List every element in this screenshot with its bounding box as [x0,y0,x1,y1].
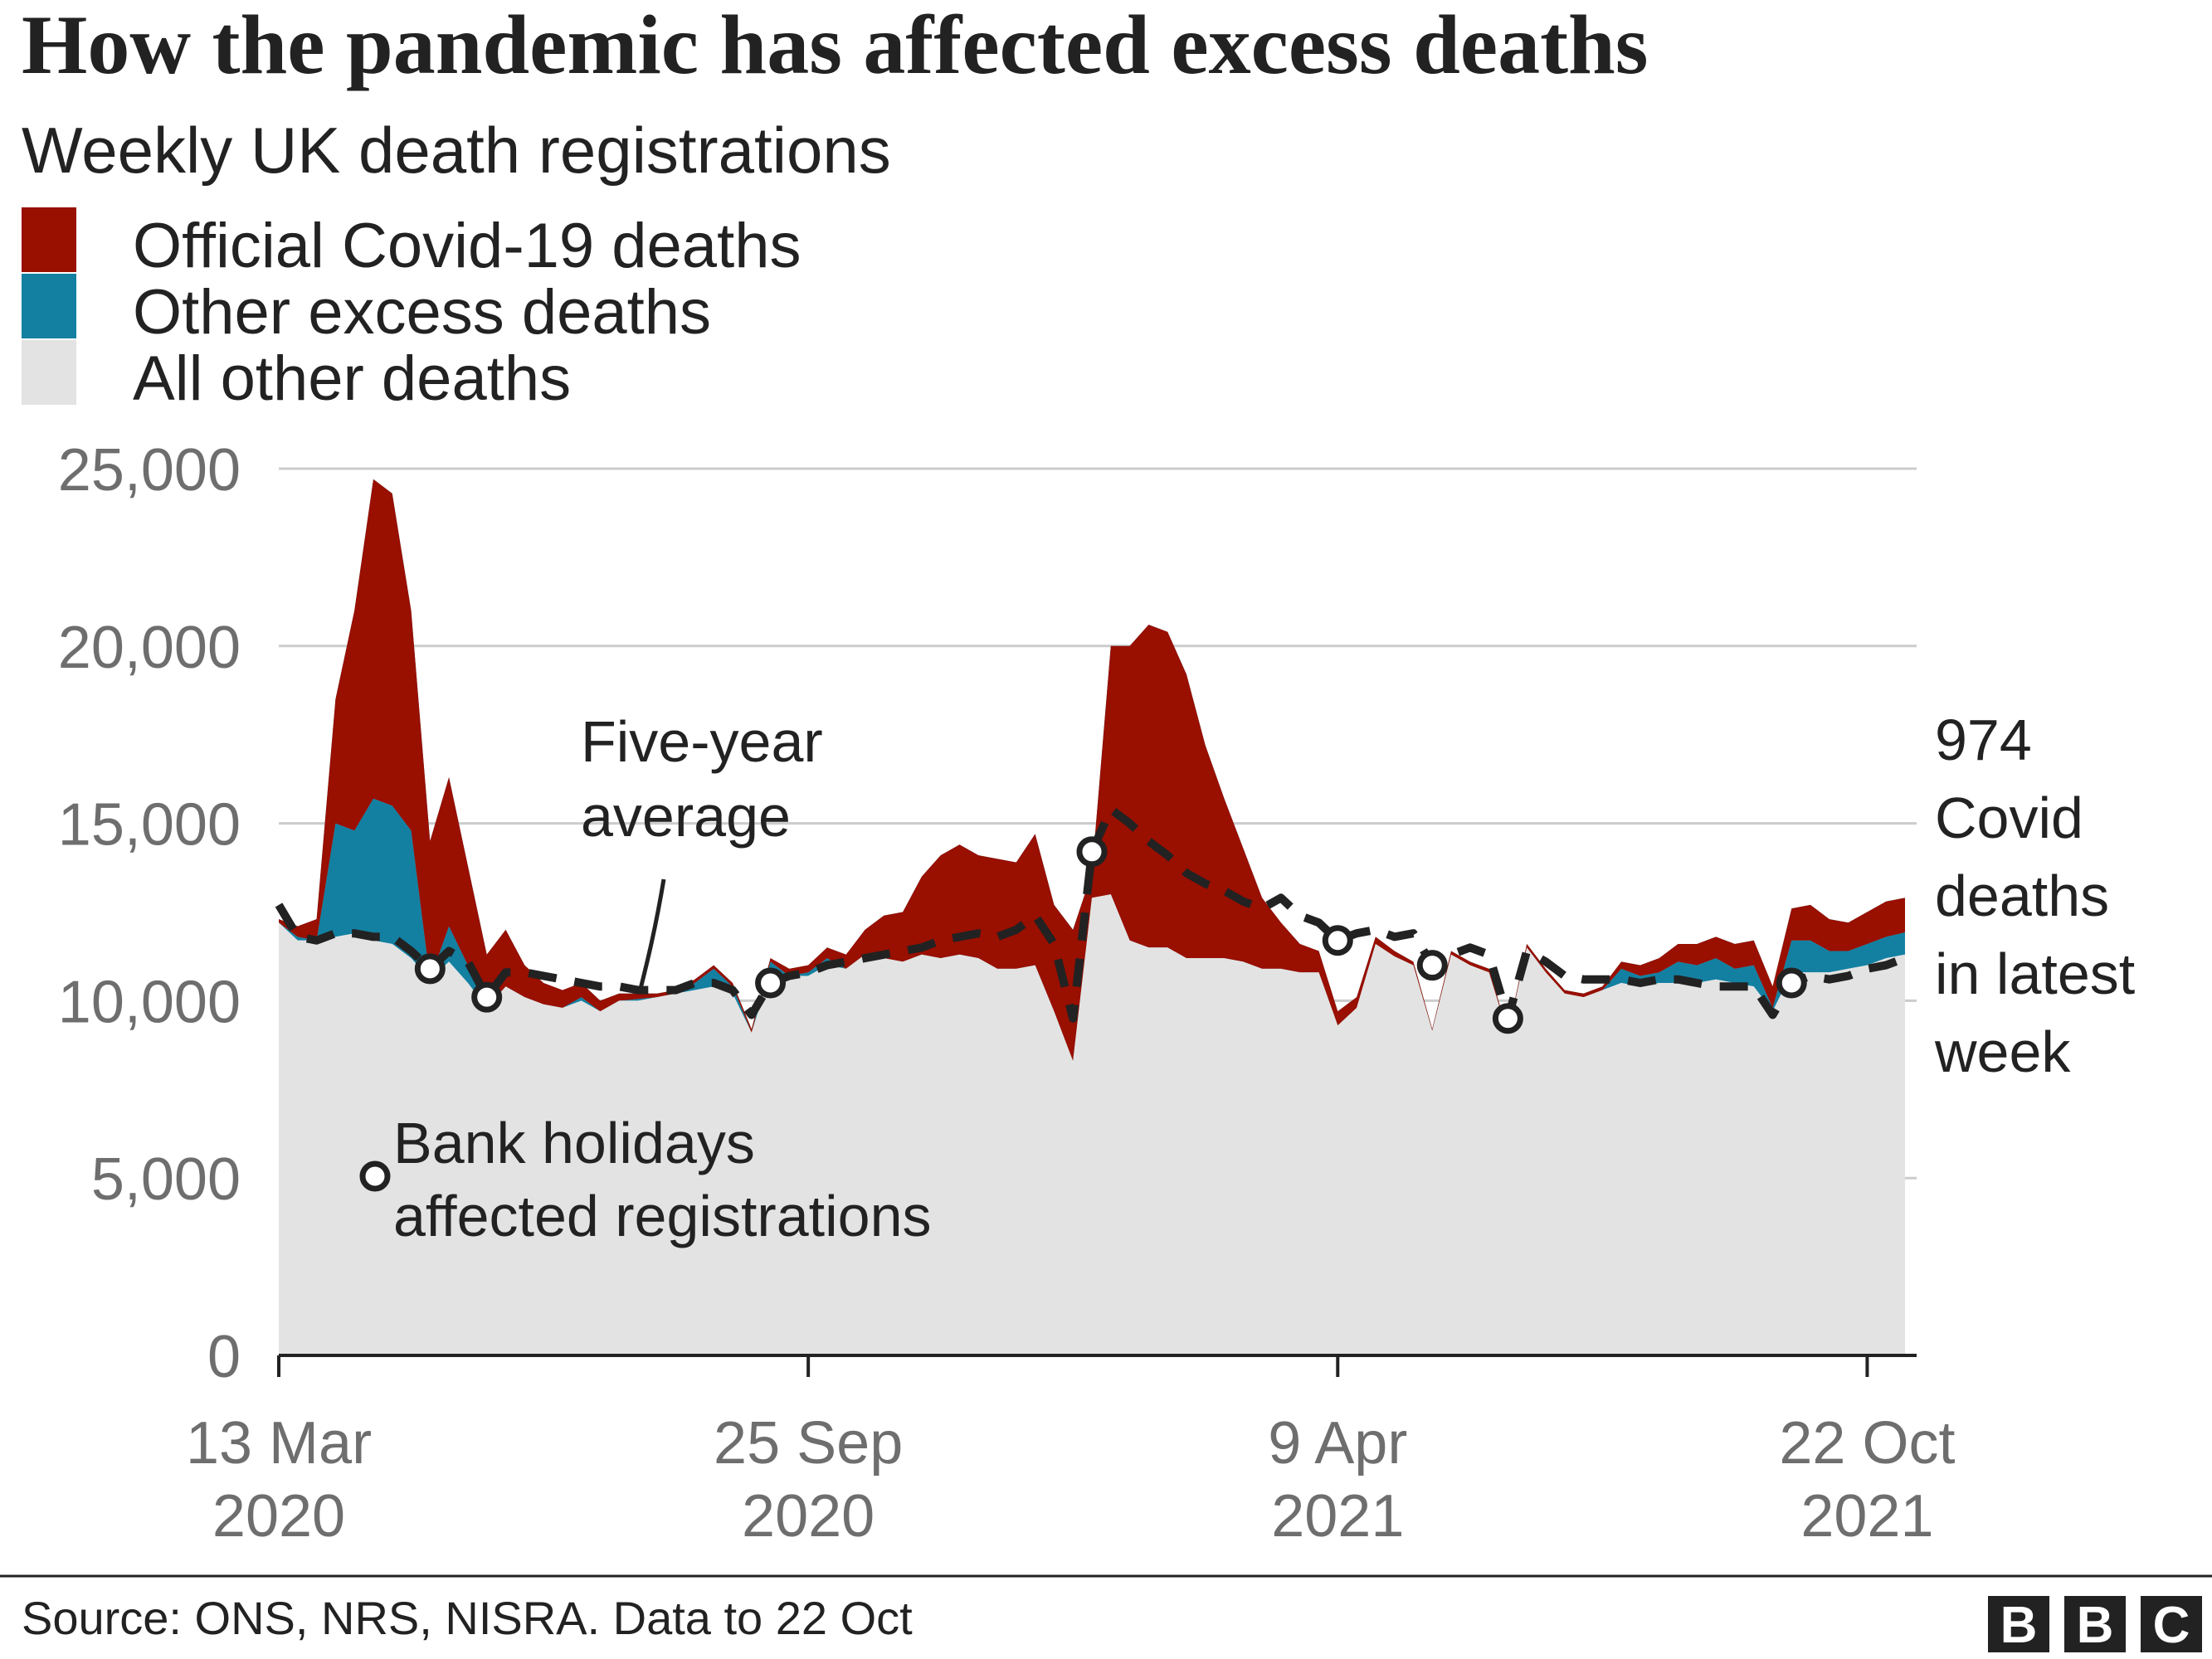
x-tick-label: 25 Sep [714,1410,903,1477]
latest-label-line1: 974 [1935,708,2032,772]
latest-label-line4: in latest [1935,941,2135,1006]
logo-box-2 [2064,1596,2126,1652]
bank-holiday-label-line1: Bank holidays [393,1111,755,1175]
legend-label-covid: Official Covid-19 deaths [133,211,801,281]
x-tick-year-label: 2021 [1800,1483,1933,1550]
five-year-label-line1: Five-year [581,709,823,774]
bank-holiday-marker [755,967,787,999]
bank-holiday-marker [1416,950,1448,981]
bank-holiday-label-line2: affected registrations [393,1184,932,1248]
five-year-label-line2: average [581,784,791,849]
logo-letter-2: B [2077,1597,2114,1654]
latest-label-line3: deaths [1935,864,2109,928]
five-year-average-line [275,805,1907,1023]
legend-label-other-excess: Other excess deaths [133,277,711,348]
latest-label-line2: Covid [1935,786,2083,850]
bank-holiday-marker [471,981,503,1013]
logo-letter-1: B [2000,1597,2038,1654]
logo-box-1 [1988,1596,2049,1652]
bank-holiday-annotation: Bank holidays affected registrations [359,1111,932,1248]
x-tick-label: 22 Oct [1779,1410,1955,1477]
x-tick-label: 13 Mar [186,1410,372,1477]
y-tick-label: 0 [207,1324,241,1390]
bbc-logo: B B C [1988,1596,2202,1654]
legend-label-all-other: All other deaths [133,343,571,414]
latest-week-annotation: 974 Covid deaths in latest week [1934,708,2135,1084]
bank-holiday-key-marker [359,1160,391,1192]
chart-subtitle: Weekly UK death registrations [22,114,891,187]
bank-holiday-marker [1492,1003,1523,1034]
legend-swatch-covid [22,207,76,272]
five-year-annotation: Five-year average [581,709,823,990]
x-tick-label: 9 Apr [1268,1410,1407,1477]
bank-holiday-markers [414,836,1807,1034]
y-tick-label: 15,000 [58,792,241,859]
logo-box-3 [2141,1596,2202,1652]
y-tick-label: 25,000 [58,437,241,504]
y-tick-label: 10,000 [58,969,241,1035]
five-year-pointer [638,878,666,990]
bank-holiday-marker [1776,967,1807,999]
bank-holiday-marker [1076,836,1108,868]
legend-swatch-all-other [22,340,76,405]
y-axis-ticks: 0 5,000 10,000 15,000 20,000 25,000 [58,437,241,1390]
latest-label-line5: week [1934,1019,2071,1084]
x-tick-year-label: 2020 [742,1483,875,1550]
source-text: Source: ONS, NRS, NISRA. Data to 22 Oct [22,1592,913,1644]
y-tick-label: 5,000 [91,1146,241,1213]
five-year-average-path [275,805,1907,1023]
bank-holiday-marker [1322,925,1353,956]
x-tick-year-label: 2020 [212,1483,345,1550]
y-tick-label: 20,000 [58,615,241,681]
legend-swatch-other-excess [22,274,76,338]
logo-letter-3: C [2153,1597,2190,1654]
chart-title: How the pandemic has affected excess dea… [22,0,1648,92]
legend: Official Covid-19 deaths Other excess de… [22,207,801,414]
bank-holiday-marker [414,953,446,985]
x-tick-year-label: 2021 [1271,1483,1404,1550]
